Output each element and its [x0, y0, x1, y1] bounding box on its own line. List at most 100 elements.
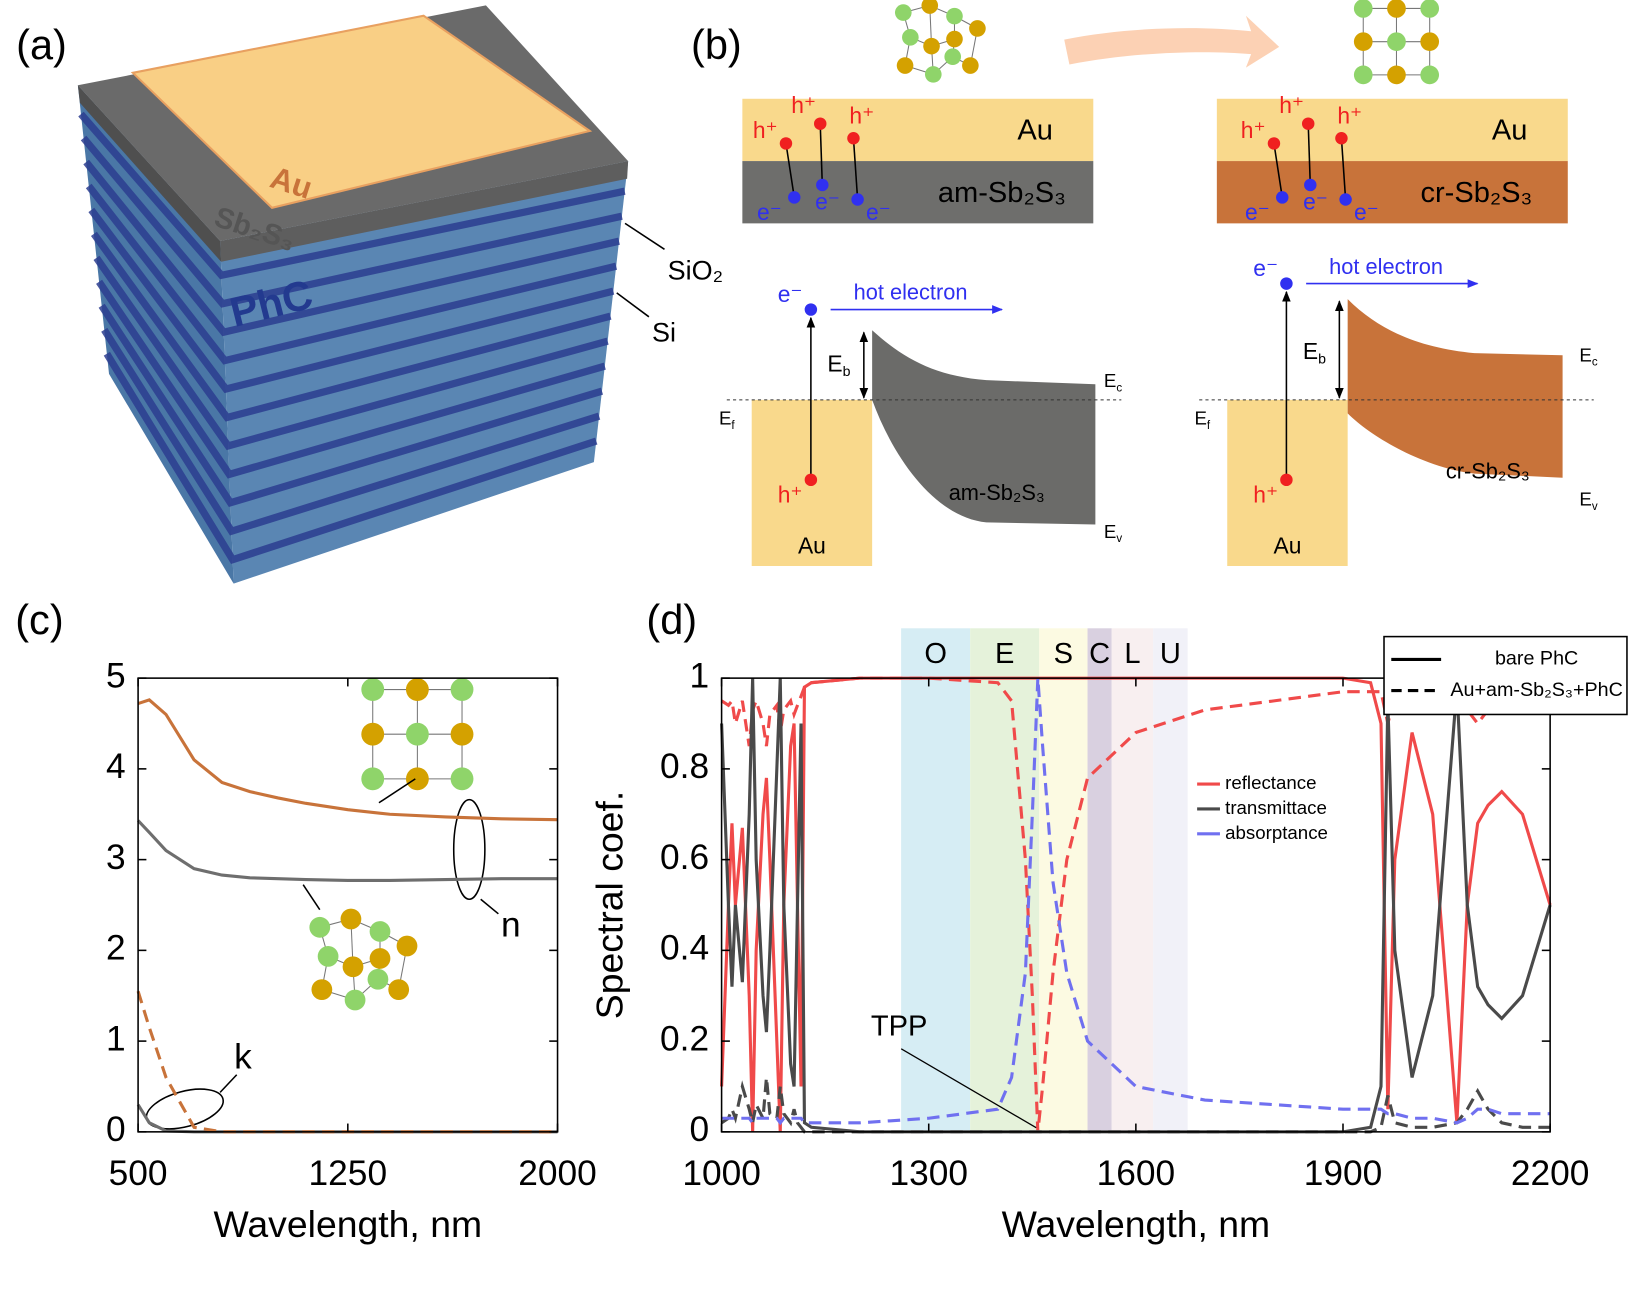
energy-subscript: b	[1318, 351, 1326, 367]
atom	[902, 29, 919, 46]
layer-stripe	[103, 351, 598, 565]
y-tick-label: 1	[106, 1019, 126, 1058]
pair-link	[1273, 143, 1284, 198]
atom	[969, 20, 986, 37]
energy-symbol: E	[1104, 521, 1116, 542]
c-annotation-shapes	[480, 898, 499, 915]
atom	[405, 678, 429, 701]
energy-subscript: f	[731, 420, 735, 432]
hole	[779, 137, 793, 150]
x-tick-label: 1250	[309, 1154, 388, 1193]
pair-link	[785, 143, 796, 198]
electron	[851, 193, 864, 206]
electron	[1304, 178, 1317, 192]
pair-link	[1340, 138, 1347, 200]
label: e⁻	[1253, 255, 1278, 281]
c-annotation-shapes	[452, 798, 486, 901]
hole	[1267, 137, 1281, 150]
energy-label: Ev	[1579, 489, 1597, 513]
energy-label: Eb	[1303, 338, 1326, 367]
atom	[405, 767, 429, 791]
label: Au	[1492, 115, 1528, 147]
energy-label: Ec	[1579, 344, 1597, 368]
electron	[1276, 191, 1289, 204]
y-tick-label: 0.8	[660, 747, 709, 786]
atom	[361, 722, 385, 746]
atom	[924, 66, 942, 83]
y-tick-label: 0.2	[660, 1019, 709, 1058]
label: h⁺	[778, 481, 803, 507]
energy-symbol: E	[719, 408, 731, 429]
layer-stripe	[101, 327, 601, 536]
label: h⁺	[791, 92, 816, 118]
label: am-Sb₂S₃	[938, 177, 1066, 209]
y-tick-label: 1	[689, 656, 709, 695]
energy-symbol: E	[827, 351, 842, 377]
energy-label: Ec	[1104, 370, 1122, 394]
label: h⁺	[1337, 102, 1362, 128]
c-annotation-shapes	[378, 778, 416, 804]
band-label: O	[924, 638, 947, 670]
energy-subscript: c	[1592, 357, 1598, 369]
layer-stripe	[98, 303, 604, 508]
atom	[946, 7, 963, 25]
hole	[847, 132, 860, 145]
energy-label: Ev	[1104, 521, 1122, 545]
atom	[450, 678, 474, 701]
atom	[388, 979, 410, 1000]
atom	[1387, 65, 1406, 85]
hole	[1335, 132, 1348, 145]
x-tick-label: 1000	[682, 1154, 761, 1193]
atom	[342, 956, 364, 978]
band-label: E	[995, 638, 1014, 670]
hole	[1280, 473, 1293, 487]
x-tick-label: 2200	[1511, 1154, 1590, 1193]
atom	[1387, 0, 1406, 18]
label: h⁺	[849, 102, 874, 128]
annotation-leader	[900, 1048, 1037, 1129]
hole	[814, 117, 827, 130]
atom	[921, 0, 939, 14]
panel-label: (c)	[15, 596, 63, 643]
interface-layers	[742, 98, 1094, 162]
hole	[804, 473, 818, 487]
label: cr-Sb₂S₃	[1446, 458, 1530, 483]
pair-link	[852, 138, 859, 200]
pair-link	[819, 123, 824, 185]
atom	[1420, 32, 1440, 52]
leader-lines	[616, 222, 665, 318]
plot-frame	[137, 677, 559, 1133]
energy-symbol: E	[1579, 344, 1591, 365]
atom	[450, 767, 474, 791]
c-annotation-shapes	[302, 884, 321, 911]
label: am-Sb₂S₃	[949, 480, 1045, 505]
atom	[311, 979, 333, 1000]
interface-layers	[742, 15, 1568, 224]
layer-stripe	[96, 279, 606, 479]
label: h⁺	[1279, 92, 1304, 118]
data-line	[721, 678, 1551, 1126]
atom	[369, 921, 391, 942]
label: h⁺	[1241, 117, 1266, 143]
atom	[944, 48, 962, 66]
atom	[1420, 0, 1440, 18]
label: e⁻	[778, 281, 803, 307]
x-tick-label: 2000	[518, 1154, 597, 1193]
band	[901, 628, 971, 1132]
sb2s3-layer	[77, 85, 222, 262]
x-tick-label: 1300	[889, 1154, 968, 1193]
c-annotation-shapes	[145, 778, 499, 1130]
x-axis-label: Wavelength, nm	[214, 1203, 483, 1245]
layer-stripe	[83, 159, 620, 337]
y-tick-label: 4	[106, 747, 126, 786]
atom	[396, 935, 418, 957]
phc-layers	[78, 111, 626, 565]
energy-symbol: E	[1303, 338, 1318, 364]
x-axis-label: Wavelength, nm	[1002, 1203, 1271, 1245]
energy-label: Ef	[719, 408, 735, 432]
x-tick-label: 1900	[1304, 1154, 1383, 1193]
atom	[344, 989, 366, 1011]
y-tick-label: 0.4	[660, 929, 709, 968]
